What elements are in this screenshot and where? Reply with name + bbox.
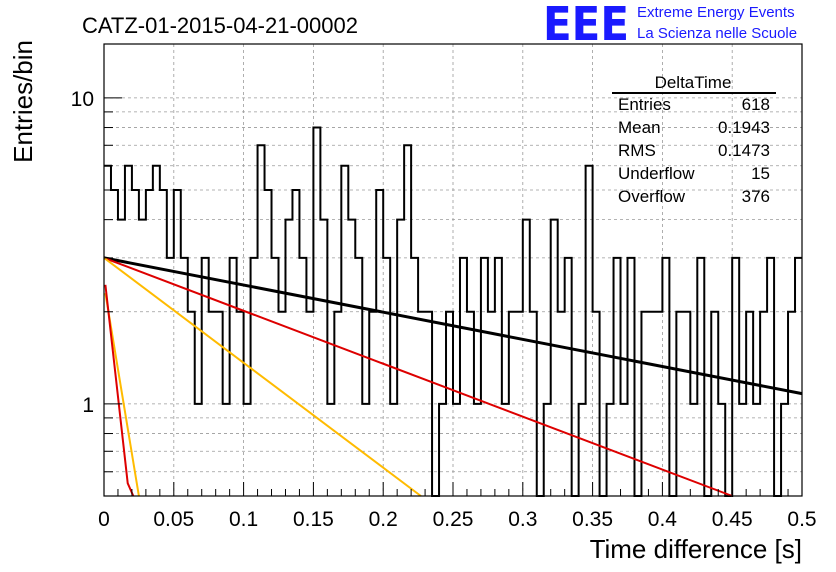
histogram	[104, 126, 802, 497]
stats-row-value: 0.1473	[718, 141, 770, 160]
stats-row-value: 15	[751, 164, 770, 183]
stats-row-label: Overflow	[618, 187, 686, 206]
stats-row-label: Entries	[618, 95, 671, 114]
stats-box: DeltaTime Entries 618 Mean 0.1943 RMS 0.1473 U…	[612, 73, 776, 206]
x-axis-label: Time difference [s]	[590, 534, 802, 564]
eee-logo: EEE Extreme Energy Events La Scienza nel…	[543, 0, 797, 51]
x-tick-label: 0.25	[433, 508, 474, 531]
y-tick-label: 1	[82, 394, 94, 417]
y-axis-label: Entries/bin	[8, 40, 38, 163]
x-tick-label: 0.45	[712, 508, 753, 531]
y-tick-label: 10	[71, 88, 94, 111]
y-axis-ticks: 1 10	[71, 88, 122, 473]
eee-logo-line1: Extreme Energy Events	[637, 4, 795, 21]
eee-logo-text: EEE	[543, 0, 629, 51]
x-axis-ticks: 0 0.05 0.1 0.15 0.2 0.25 0.3 0.35 0.4 0.45 0.5	[98, 482, 817, 531]
stats-title: DeltaTime	[655, 73, 732, 92]
stats-row-value: 0.1943	[718, 118, 770, 137]
fit-curve	[103, 256, 733, 497]
x-tick-label: 0.2	[369, 508, 398, 531]
stats-row-label: RMS	[618, 141, 656, 160]
x-tick-label: 0.4	[648, 508, 678, 531]
stats-rows: Entries 618 Mean 0.1943 RMS 0.1473 Underflow 15…	[618, 95, 770, 206]
x-tick-label: 0.1	[229, 508, 258, 531]
x-tick-label: 0.15	[293, 508, 334, 531]
x-tick-label: 0.3	[508, 508, 537, 531]
x-tick-label: 0	[98, 508, 110, 531]
fit-curve	[103, 256, 803, 396]
chart-title: CATZ-01-2015-04-21-00002	[82, 13, 358, 38]
stats-row-value: 376	[742, 187, 770, 206]
stats-row-value: 618	[742, 95, 770, 114]
histogram-line	[104, 126, 802, 497]
fit-curve	[103, 257, 422, 497]
x-tick-label: 0.5	[787, 508, 816, 531]
x-tick-label: 0.05	[153, 508, 194, 531]
stats-row-label: Underflow	[618, 164, 695, 183]
x-tick-label: 0.35	[572, 508, 613, 531]
eee-logo-line2: La Scienza nelle Scuole	[637, 25, 797, 42]
stats-row-label: Mean	[618, 118, 661, 137]
